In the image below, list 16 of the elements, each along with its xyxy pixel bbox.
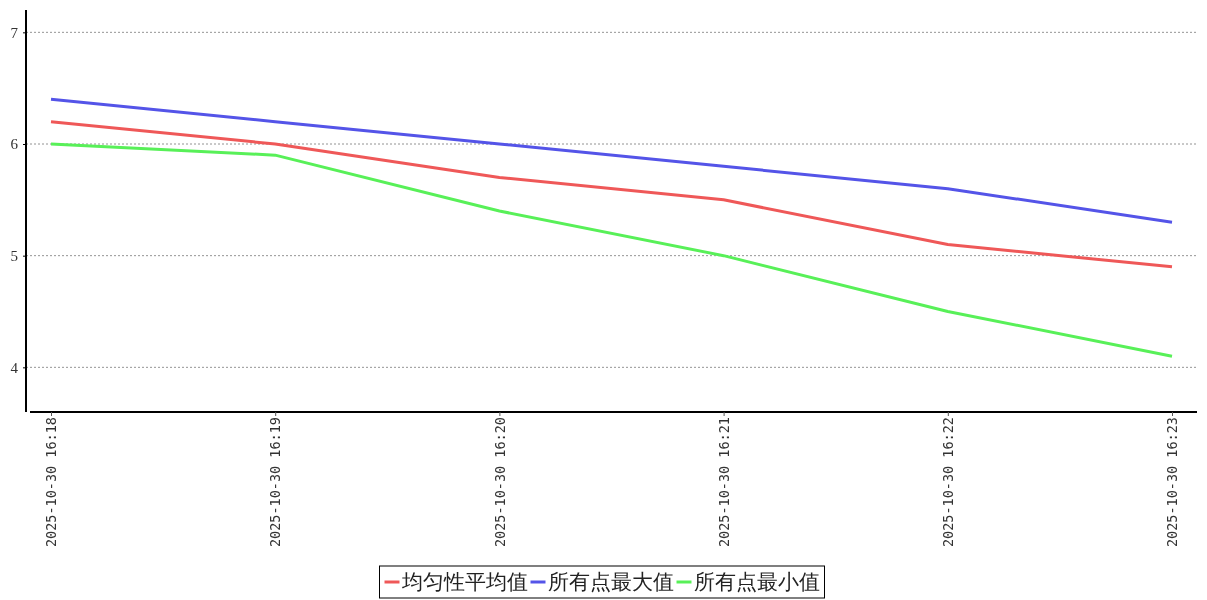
line-series bbox=[49, 97, 1174, 224]
line-series bbox=[49, 120, 1174, 269]
x-tick-label: 2025-10-30 16:23 bbox=[1164, 417, 1181, 548]
x-tick-label: 2025-10-30 16:21 bbox=[715, 417, 732, 548]
x-tick-label: 2025-10-30 16:18 bbox=[43, 417, 60, 548]
line-series bbox=[49, 142, 1174, 358]
x-tick-label: 2025-10-30 16:20 bbox=[491, 417, 508, 548]
x-tick-label: 2025-10-30 16:22 bbox=[940, 417, 957, 548]
y-tick-label: 5 bbox=[10, 247, 18, 264]
y-tick-label: 6 bbox=[10, 136, 19, 153]
legend-label: 所有点最大值 bbox=[547, 570, 674, 595]
y-tick-label: 4 bbox=[10, 359, 19, 376]
y-tick-label: 7 bbox=[10, 24, 19, 41]
legend-label: 均匀性平均值 bbox=[400, 570, 528, 595]
x-tick-label: 2025-10-30 16:19 bbox=[267, 417, 284, 548]
legend-label: 所有点最小值 bbox=[693, 570, 820, 595]
